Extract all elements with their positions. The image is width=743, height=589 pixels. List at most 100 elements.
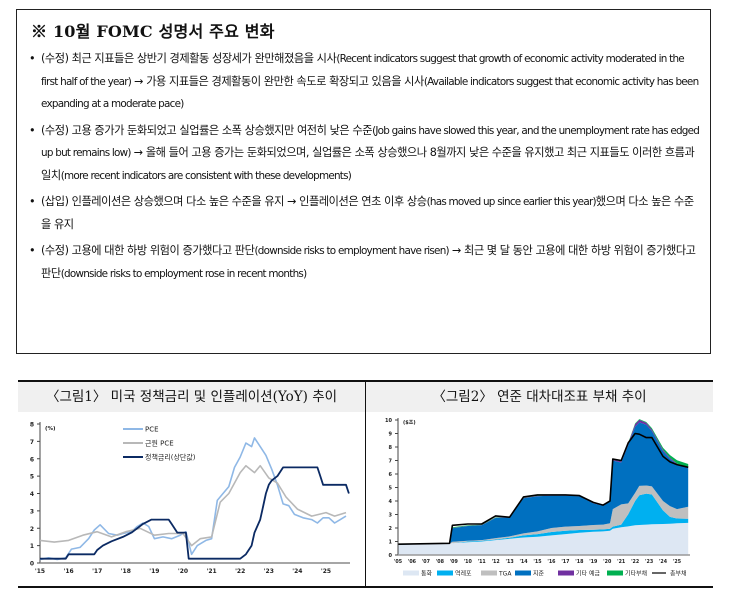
item-en-text: (downside risks to employment have risen… (254, 245, 449, 257)
y-tick-label: 2 (389, 526, 393, 532)
figures-section: 〈그림1〉 미국 정책금리 및 인플레이션(YoY) 추이 〈그림2〉 연준 대… (18, 380, 713, 588)
item-ko-text: → 가용 지표들은 경제활동이 완만한 속도로 확장되고 있음을 시사 (131, 74, 424, 88)
y-tick-label: 2 (30, 526, 34, 533)
list-item: (수정) 최근 지표들은 상반기 경제활동 성장세가 완만해졌음을 시사(Rec… (29, 48, 701, 116)
area-series (398, 522, 689, 555)
x-tick-label: '13 (506, 559, 514, 565)
item-ko-text: (삽입) 인플레이션은 상승했으며 다소 높은 수준을 유지 → 인플레이션은 … (41, 195, 427, 208)
chart1-plot: 0 1 2 3 4 5 6 7 8 '15 '16 '17 '18 '19 '20 '21 '22 '23 '24 '… (30, 422, 350, 575)
legend-swatch (607, 570, 623, 576)
x-tick-label: '24 (659, 559, 668, 565)
x-tick-label: '07 (422, 559, 430, 565)
y-tick-label: 1 (389, 540, 393, 546)
y-tick-label: 3 (30, 508, 34, 515)
area-series (398, 493, 689, 545)
x-tick-label: '25 (673, 559, 681, 565)
item-en-text: (Recent indicators suggest that growth o… (41, 53, 685, 88)
x-tick-label: '09 (450, 559, 459, 565)
y-tick-label: 6 (389, 472, 393, 478)
item-en-text: (Job gains have slowed this year, and th… (41, 124, 700, 160)
x-tick-label: '05 (394, 559, 402, 565)
item-ko-text: 했으며 다소 높은 수준을 유지 (41, 195, 694, 231)
x-tick-label: '22 (235, 568, 245, 575)
item-ko-text: (수정) 고용 증가가 둔화되었고 실업률은 소폭 상승했지만 여전히 낮은 수… (41, 123, 373, 137)
item-en-text: (Available indicators suggest that econo… (41, 75, 699, 111)
legend-label: 기타 예금 (576, 570, 600, 578)
x-tick-label: '14 (519, 559, 528, 565)
area-series (398, 485, 689, 545)
y-tick-label: 0 (389, 553, 393, 559)
x-tick-label: '25 (321, 568, 331, 575)
x-tick-label: '23 (264, 568, 274, 575)
item-en-text: (more recent indicators are consistent w… (60, 169, 352, 182)
y-tick-label: 5 (30, 474, 34, 481)
y-tick-label: 0 (30, 561, 34, 568)
legend-swatch (515, 570, 531, 576)
y-tick-label: 7 (30, 439, 34, 446)
series-line (40, 466, 350, 560)
x-tick-label: '17 (92, 568, 102, 575)
x-tick-label: '16 (547, 559, 556, 565)
figure-divider (365, 382, 366, 588)
y-tick-label: 3 (389, 513, 393, 519)
y-tick-label: 7 (389, 459, 393, 465)
x-tick-label: '19 (589, 559, 598, 565)
list-item: (수정) 고용에 대한 하방 위험이 증가했다고 판단(downside ris… (29, 240, 701, 285)
box-title: ※ 10월 FOMC 성명서 주요 변화 (31, 22, 275, 41)
series-line (39, 464, 347, 547)
total-liabilities-line (397, 432, 689, 545)
item-ko-text: → 올해 들어 고용 증가는 둔화되었으며, 실업률은 소폭 상승했으나 8월까… (41, 146, 695, 182)
area-series (398, 422, 689, 545)
legend-swatch (481, 570, 497, 576)
series-line (39, 437, 347, 561)
x-tick-label: '21 (207, 568, 217, 575)
legend-label: 총부채 (670, 570, 687, 578)
x-tick-label: '22 (631, 559, 639, 565)
x-tick-label: '15 (533, 559, 541, 565)
y-tick-label: 8 (30, 422, 34, 429)
legend-label: TGA (498, 571, 512, 578)
y-tick-label: 1 (30, 543, 34, 550)
x-tick-label: '06 (408, 559, 417, 565)
x-tick-label: '08 (436, 559, 445, 565)
figure1-title: 〈그림1〉 미국 정책금리 및 인플레이션(YoY) 추이 (18, 382, 365, 412)
x-tick-label: '17 (561, 559, 569, 565)
x-tick-label: '11 (478, 559, 486, 565)
y-tick-label: 4 (389, 499, 393, 505)
x-tick-label: '10 (464, 559, 473, 565)
x-tick-label: '18 (575, 559, 584, 565)
y-tick-label: 5 (389, 486, 393, 492)
legend-label: 기타부채 (625, 570, 647, 578)
figure2-title: 〈그림2〉 연준 대차대조표 부채 추이 (366, 382, 713, 412)
x-tick-label: '16 (64, 568, 74, 575)
legend-label: 지준 (533, 570, 545, 578)
list-item: (삽입) 인플레이션은 상승했으며 다소 높은 수준을 유지 → 인플레이션은 … (29, 191, 701, 236)
chart1-legend: PCE 근원 PCE 정책금리(상단값) (123, 426, 196, 462)
item-en-text: (downside risks to employment rose in re… (60, 267, 307, 280)
y-tick-label: 4 (30, 491, 34, 498)
y-unit-label: ($조) (403, 420, 416, 426)
legend-label: 통화 (421, 571, 433, 578)
legend-swatch (558, 570, 574, 576)
list-item: (수정) 고용 증가가 둔화되었고 실업률은 소폭 상승했지만 여전히 낮은 수… (29, 120, 701, 188)
statement-changes-list: (수정) 최근 지표들은 상반기 경제활동 성장세가 완만해졌음을 시사(Rec… (29, 48, 701, 289)
x-tick-label: '21 (617, 559, 625, 565)
legend-label: 근원 PCE (145, 439, 174, 448)
legend-swatch (437, 570, 453, 576)
legend-label: 정책금리(상단값) (145, 453, 196, 462)
x-tick-label: '24 (292, 568, 302, 575)
fomc-statement-changes-box: ※ 10월 FOMC 성명서 주요 변화 (수정) 최근 지표들은 상반기 경제… (16, 9, 711, 354)
x-tick-label: '12 (492, 559, 500, 565)
item-ko-text: → 최근 몇 달 동안 고용에 대한 하방 위험이 증가했다고 판단 (41, 244, 696, 280)
item-en-text: (has moved up since earlier this year) (426, 196, 597, 208)
legend-label: PCE (145, 426, 159, 434)
item-ko-text: (수정) 최근 지표들은 상반기 경제활동 성장세가 완만해졌음을 시사 (41, 52, 337, 65)
x-tick-label: '20 (178, 568, 188, 575)
chart2-legend: 통화 역레포 TGA 지준 기타 예금 기타부채 총부채 (403, 570, 687, 578)
y-tick-label: 6 (30, 456, 34, 463)
y-unit-label: (%) (45, 426, 56, 432)
y-tick-label: 9 (389, 432, 393, 438)
y-tick-label: 10 (385, 418, 392, 424)
legend-swatch (403, 570, 419, 576)
